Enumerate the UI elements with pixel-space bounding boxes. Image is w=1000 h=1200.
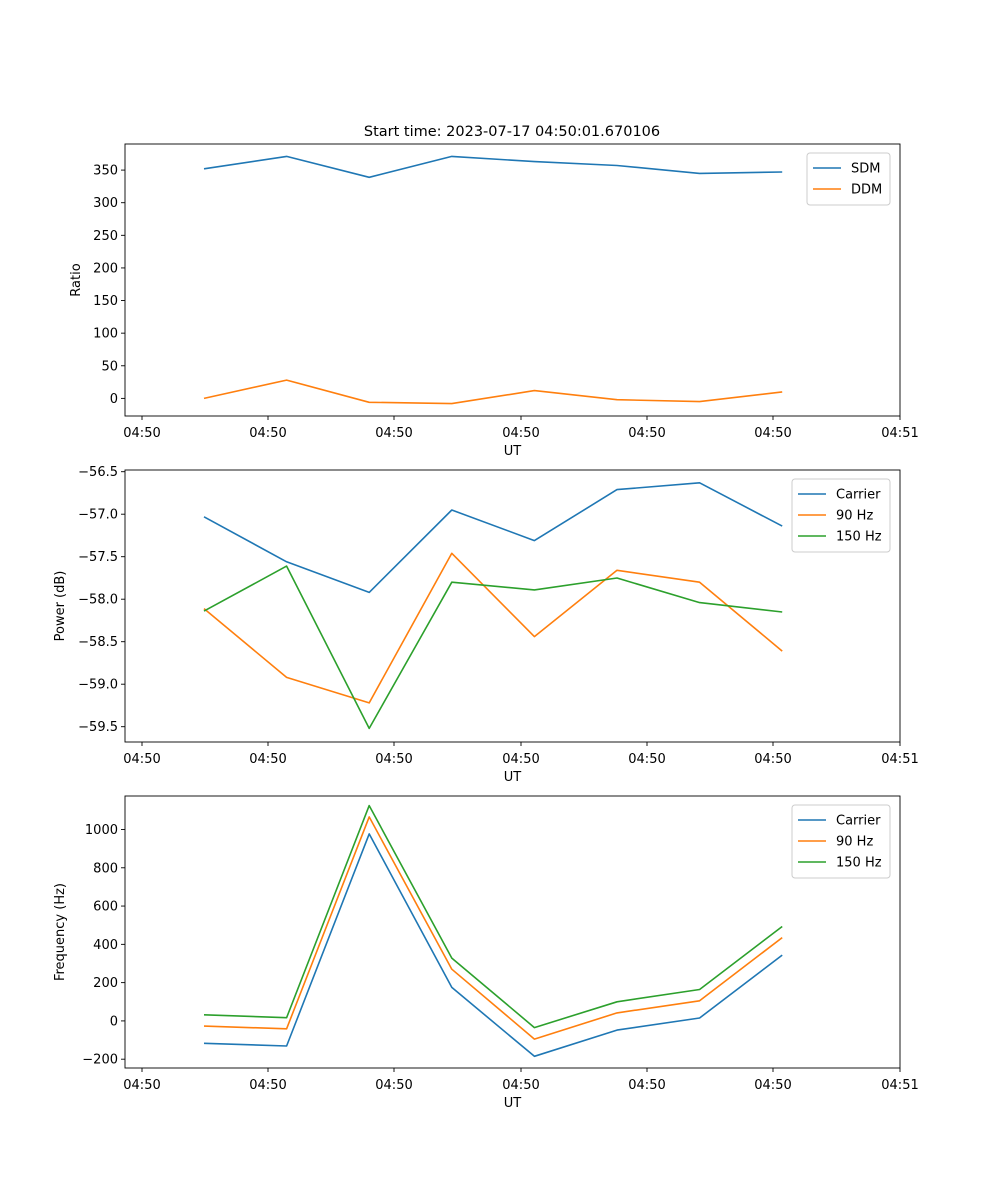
y-tick-label: 600: [93, 900, 118, 915]
y-tick-label: 400: [93, 938, 118, 953]
chart-panel-2: −59.5 −59.0 −58.5 −58.0 −57.5 −57.0 −56.5 04:50…: [53, 465, 919, 785]
x-tick-label: 04:50: [754, 752, 791, 767]
x-tick-label: 04:51: [881, 1078, 918, 1093]
x-tick-label: 04:50: [502, 1078, 539, 1093]
legend-label: 90 Hz: [836, 509, 873, 524]
series-line-150-hz: [203, 565, 783, 730]
series-line-sdm: [203, 155, 783, 179]
x-tick-label: 04:50: [375, 426, 412, 441]
legend-label: 150 Hz: [836, 856, 882, 871]
series-line-ddm: [203, 379, 783, 405]
figure-title: Start time: 2023-07-17 04:50:01.670106: [364, 124, 660, 140]
x-tick-label: 04:50: [249, 1078, 286, 1093]
y-tick-label: −57.0: [78, 508, 118, 523]
y-tick-label: 150: [93, 294, 118, 309]
y-tick-label: −58.0: [78, 593, 118, 608]
legend-label: Carrier: [836, 488, 881, 503]
legend: Carrier 90 Hz 150 Hz: [791, 804, 891, 879]
axes-frame: [124, 795, 901, 1069]
x-axis-label: UT: [504, 770, 522, 785]
y-axis-label: Frequency (Hz): [53, 883, 68, 981]
chart-panel-3: −200 0 200 400 600 800 1000 04:50 04:50 04:50 04:5…: [53, 795, 919, 1111]
x-tick-label: 04:50: [502, 752, 539, 767]
x-tick-label: 04:50: [123, 426, 160, 441]
legend-box: [791, 804, 891, 879]
legend: SDM DDM: [806, 152, 891, 206]
legend-label: SDM: [851, 162, 880, 177]
series-line-90-hz: [203, 816, 783, 1040]
y-tick-label: 0: [110, 1014, 118, 1029]
x-tick-label: 04:50: [628, 1078, 665, 1093]
y-tick-label: 0: [110, 392, 118, 407]
y-tick-label: 200: [93, 261, 118, 276]
y-tick-label: 300: [93, 196, 118, 211]
y-tick-label: −58.5: [78, 635, 118, 650]
legend-box: [806, 152, 891, 206]
x-axis-label: UT: [504, 1096, 522, 1111]
x-tick-label: 04:50: [249, 752, 286, 767]
y-axis-label: Ratio: [69, 263, 84, 296]
legend: Carrier 90 Hz 150 Hz: [791, 478, 891, 553]
x-tick-label: 04:50: [502, 426, 539, 441]
x-tick-label: 04:50: [123, 1078, 160, 1093]
legend-label: DDM: [851, 183, 882, 198]
x-axis-label: UT: [504, 444, 522, 459]
x-tick-label: 04:50: [628, 426, 665, 441]
x-tick-label: 04:51: [881, 426, 918, 441]
x-tick-label: 04:50: [375, 752, 412, 767]
x-tick-label: 04:50: [754, 1078, 791, 1093]
legend-label: 90 Hz: [836, 835, 873, 850]
axes-frame: [124, 469, 901, 743]
series-line-carrier: [203, 481, 783, 594]
x-tick-label: 04:50: [628, 752, 665, 767]
y-tick-label: 50: [101, 359, 118, 374]
legend-label: Carrier: [836, 814, 881, 829]
x-tick-label: 04:50: [375, 1078, 412, 1093]
x-tick-label: 04:50: [754, 426, 791, 441]
x-tick-label: 04:50: [123, 752, 160, 767]
chart-panel-1: 0 50 100 150 200 250 300 350 04:50 04:50 04:50 04:5…: [69, 143, 919, 459]
series-line-90-hz: [203, 552, 783, 704]
panels: 0 50 100 150 200 250 300 350 04:50 04:50 04:50 04:5…: [53, 143, 919, 1111]
series-line-carrier: [203, 833, 783, 1058]
x-tick-label: 04:51: [881, 752, 918, 767]
y-tick-label: 200: [93, 976, 118, 991]
series-line-150-hz: [203, 804, 783, 1029]
y-axis-label: Power (dB): [53, 571, 68, 642]
y-tick-label: −56.5: [78, 465, 118, 480]
x-tick-label: 04:50: [249, 426, 286, 441]
legend-box: [791, 478, 891, 553]
y-tick-label: −57.5: [78, 550, 118, 565]
y-tick-label: 350: [93, 164, 118, 179]
axes-frame: [124, 143, 901, 417]
legend-label: 150 Hz: [836, 530, 882, 545]
y-tick-label: 800: [93, 861, 118, 876]
y-tick-label: 250: [93, 229, 118, 244]
y-tick-label: 100: [93, 327, 118, 342]
y-tick-label: −59.0: [78, 678, 118, 693]
y-tick-label: −59.5: [78, 720, 118, 735]
y-tick-label: −200: [82, 1053, 118, 1068]
y-tick-label: 1000: [85, 823, 118, 838]
